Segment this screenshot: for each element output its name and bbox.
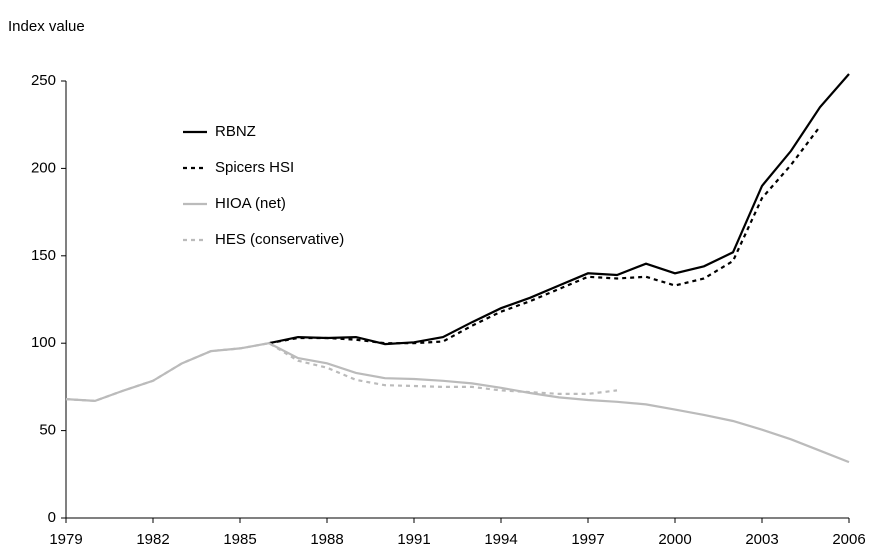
legend-label: RBNZ (215, 123, 256, 140)
legend-label: HIOA (net) (215, 195, 286, 212)
x-tick-label: 1985 (223, 531, 256, 548)
y-tick-label: 250 (31, 72, 56, 89)
y-axis-title: Index value (8, 18, 85, 35)
y-tick-label: 50 (39, 422, 56, 439)
legend-label: HES (conservative) (215, 231, 344, 248)
x-tick-label: 1982 (136, 531, 169, 548)
y-tick-label: 200 (31, 159, 56, 176)
y-tick-label: 150 (31, 247, 56, 264)
x-tick-label: 2000 (658, 531, 691, 548)
x-tick-label: 1997 (571, 531, 604, 548)
series-line (268, 73, 850, 346)
series-line (65, 342, 850, 464)
legend-label: Spicers HSI (215, 159, 294, 176)
x-tick-label: 1994 (484, 531, 517, 548)
x-tick-label: 1979 (49, 531, 82, 548)
series-line (268, 125, 821, 345)
x-tick-label: 1988 (310, 531, 343, 548)
series-line (65, 342, 618, 403)
y-tick-label: 0 (48, 509, 56, 526)
x-tick-label: 2006 (832, 531, 865, 548)
x-tick-label: 1991 (397, 531, 430, 548)
y-tick-label: 100 (31, 334, 56, 351)
x-tick-label: 2003 (745, 531, 778, 548)
